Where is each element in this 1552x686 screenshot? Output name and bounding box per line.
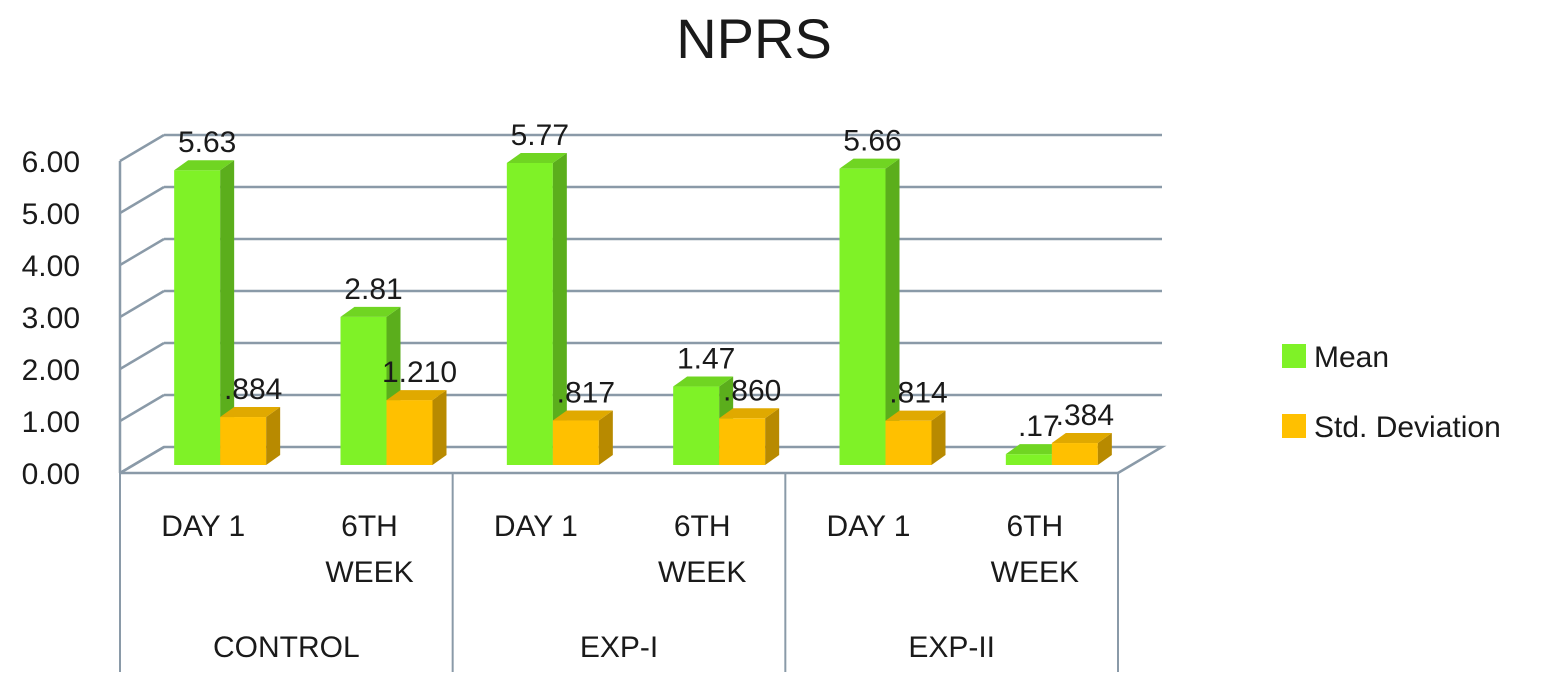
category-label-line: DAY 1 bbox=[494, 510, 578, 543]
data-label: 1.47 bbox=[677, 343, 735, 376]
bar-top bbox=[719, 408, 780, 419]
bar-front bbox=[174, 170, 221, 466]
data-label: .860 bbox=[723, 374, 781, 407]
bar-front bbox=[386, 400, 433, 465]
bar-side bbox=[220, 160, 235, 466]
bar-side bbox=[432, 390, 447, 465]
bar-front bbox=[220, 417, 267, 465]
category-label: DAY 1 bbox=[827, 510, 911, 543]
bar-top bbox=[839, 158, 900, 169]
axes bbox=[118, 161, 1167, 475]
bar-top bbox=[174, 160, 235, 171]
category-label: DAY 1 bbox=[494, 510, 578, 543]
gridline-side bbox=[119, 185, 165, 215]
bar-top bbox=[552, 410, 613, 421]
bar-top bbox=[673, 376, 734, 387]
data-label: .817 bbox=[557, 377, 615, 410]
data-label: .17 bbox=[1018, 410, 1060, 443]
gridline-side bbox=[119, 341, 165, 371]
legend-swatch bbox=[1282, 344, 1306, 368]
category-label: 6TH WEEK bbox=[991, 510, 1079, 589]
x-axis-categories: DAY 1 6TH WEEK CONTROL DAY 1 6TH WEEK EXP-I DAY … bbox=[119, 473, 1119, 672]
category-label-line: WEEK bbox=[658, 556, 746, 589]
bar-front bbox=[340, 316, 387, 465]
data-label: 5.66 bbox=[843, 125, 901, 158]
category-label: 6TH WEEK bbox=[658, 510, 746, 589]
category-label: DAY 1 bbox=[161, 510, 245, 543]
data-label: 5.77 bbox=[511, 119, 569, 152]
data-labels: 5.63 .884 2.81 1.210 5.77 .817 1.47.860 5.66 .81… bbox=[178, 119, 1114, 443]
bar-front bbox=[552, 420, 599, 465]
gridline-side bbox=[119, 289, 165, 319]
y-tick-label: 6.00 bbox=[22, 146, 80, 179]
category-label-line: 6TH bbox=[674, 510, 731, 543]
gridline-side bbox=[119, 133, 165, 163]
bar-front bbox=[506, 162, 553, 465]
bar-top bbox=[506, 152, 567, 163]
bar-front bbox=[885, 420, 932, 465]
group-label: CONTROL bbox=[213, 631, 360, 664]
category-label-line: DAY 1 bbox=[827, 510, 911, 543]
bar-top bbox=[340, 306, 401, 317]
gridline-side bbox=[119, 393, 165, 423]
bar-top bbox=[220, 407, 281, 418]
y-axis-ticks: 0.00 1.00 2.00 3.00 4.00 5.00 6.00 bbox=[22, 146, 80, 491]
group-label: EXP-I bbox=[580, 631, 658, 664]
bar-side bbox=[765, 408, 780, 465]
y-tick-label: 1.00 bbox=[22, 406, 80, 439]
legend-label: Mean bbox=[1314, 341, 1389, 374]
bar-top bbox=[1051, 433, 1112, 444]
data-label: 5.63 bbox=[178, 126, 236, 159]
bar-side bbox=[885, 158, 900, 465]
bar-side bbox=[266, 407, 281, 465]
bar-front bbox=[1051, 443, 1098, 465]
category-label-line: WEEK bbox=[991, 556, 1079, 589]
bar-front bbox=[673, 386, 720, 465]
category-label-line: 6TH bbox=[341, 510, 398, 543]
floor-outline bbox=[119, 445, 1167, 475]
gridline-side bbox=[119, 237, 165, 267]
bar-top bbox=[386, 390, 447, 401]
data-label: 1.210 bbox=[382, 356, 457, 389]
y-tick-label: 0.00 bbox=[22, 458, 80, 491]
y-tick-label: 5.00 bbox=[22, 198, 80, 231]
data-label: 2.81 bbox=[344, 273, 402, 306]
bar-front bbox=[839, 168, 886, 465]
data-label: .814 bbox=[889, 377, 947, 410]
group-label: EXP-II bbox=[908, 631, 995, 664]
bar-side bbox=[552, 152, 567, 465]
legend-swatch bbox=[1282, 414, 1306, 438]
gridlines bbox=[119, 133, 1162, 475]
bar-top bbox=[885, 410, 946, 421]
bar-side bbox=[1097, 433, 1112, 465]
category-label-line: WEEK bbox=[325, 556, 413, 589]
legend-label: Std. Deviation bbox=[1314, 411, 1501, 444]
category-label-line: DAY 1 bbox=[161, 510, 245, 543]
bars bbox=[174, 152, 1112, 466]
chart-title: NPRS bbox=[676, 7, 832, 70]
category-label: 6TH WEEK bbox=[325, 510, 413, 589]
bar-side bbox=[598, 410, 613, 465]
legend: Mean Std. Deviation bbox=[1282, 341, 1501, 444]
category-label-line: 6TH bbox=[1006, 510, 1063, 543]
y-tick-label: 4.00 bbox=[22, 250, 80, 283]
bar-front bbox=[1005, 454, 1052, 465]
bar-front bbox=[719, 418, 766, 465]
bar-top bbox=[1005, 444, 1066, 455]
y-tick-label: 2.00 bbox=[22, 354, 80, 387]
data-label: .384 bbox=[1056, 399, 1114, 432]
data-label: .884 bbox=[224, 373, 282, 406]
y-tick-label: 3.00 bbox=[22, 302, 80, 335]
bar-side bbox=[931, 410, 946, 465]
